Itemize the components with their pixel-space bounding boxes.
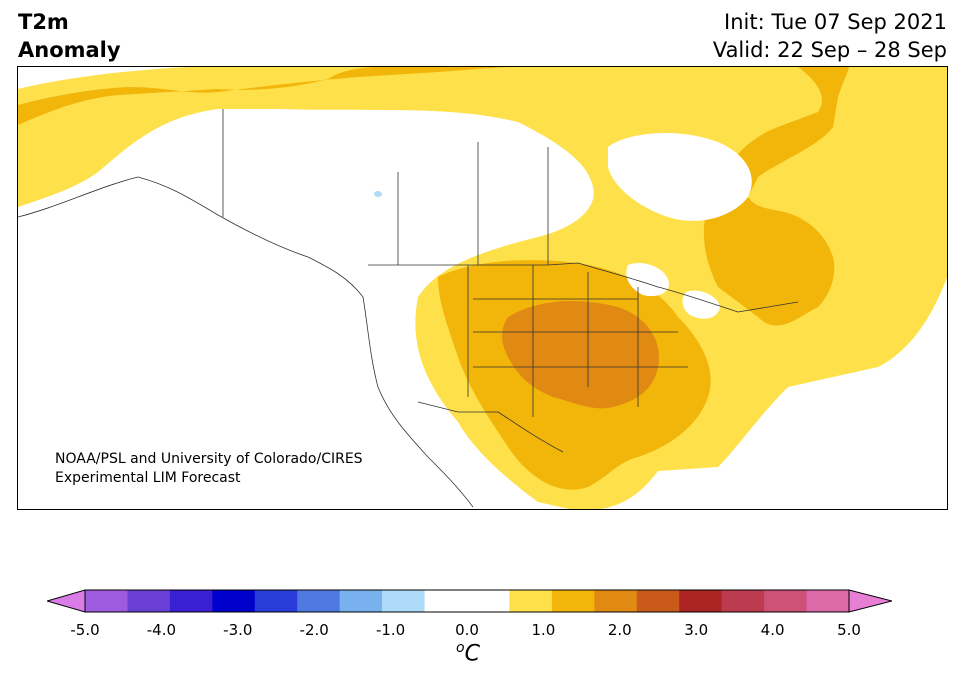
credit-line-1: NOAA/PSL and University of Colorado/CIRE… xyxy=(55,451,363,467)
forecast-period: Init: Tue 07 Sep 2021 Valid: 22 Sep – 28… xyxy=(713,8,947,64)
colorbar-tick-label: -2.0 xyxy=(299,621,329,639)
colorbar-segment xyxy=(764,590,808,612)
colorbar-tick-label: -4.0 xyxy=(146,621,177,639)
colorbar-segment xyxy=(509,590,553,612)
init-date: Init: Tue 07 Sep 2021 xyxy=(724,10,947,34)
credit-text: NOAA/PSL and University of Colorado/CIRE… xyxy=(55,450,363,488)
colorbar-segment xyxy=(424,590,468,612)
state-lines-1 xyxy=(467,265,688,417)
anomaly-region-cold xyxy=(374,191,382,197)
credit-line-2: Experimental LIM Forecast xyxy=(55,470,241,486)
anomaly-region-medium-north xyxy=(18,67,849,326)
colorbar-segment xyxy=(594,590,638,612)
valid-range: Valid: 22 Sep – 28 Sep xyxy=(712,38,947,62)
anomaly-shading xyxy=(18,67,947,509)
colorbar-tick-label: 5.0 xyxy=(837,621,861,639)
great-lakes xyxy=(626,262,720,319)
colorbar-tick-label: 0.0 xyxy=(455,621,479,639)
unit-label: oC xyxy=(456,640,480,666)
colorbar-segment xyxy=(382,590,426,612)
province-lines xyxy=(222,109,549,265)
boundaries xyxy=(18,109,799,508)
hudson-bay xyxy=(608,132,752,221)
colorbar-tick-label: 1.0 xyxy=(531,621,556,639)
colorbar-segment xyxy=(127,590,171,612)
title-line-2: Anomaly xyxy=(18,38,121,62)
colorbar-segment xyxy=(467,590,510,612)
colorbar-tick-label: -5.0 xyxy=(70,621,100,639)
colorbar xyxy=(45,589,893,617)
colorbar-tick-label: -3.0 xyxy=(223,621,253,639)
colorbar-tick-label: 2.0 xyxy=(607,621,632,639)
colorbar-tick-label: 3.0 xyxy=(684,621,709,639)
map-canvas xyxy=(18,67,947,509)
us-mexico-border xyxy=(417,401,564,453)
colorbar-segment xyxy=(254,590,298,612)
colorbar-segment xyxy=(212,590,256,612)
colorbar-segment xyxy=(679,590,723,612)
colorbar-segment xyxy=(339,590,383,612)
colorbar-arrow-high xyxy=(848,589,893,613)
colorbar-arrow-low xyxy=(45,589,86,613)
anomaly-region-strong xyxy=(502,301,659,409)
map-title: T2m Anomaly xyxy=(18,8,121,64)
unit-degree: o xyxy=(456,640,465,656)
colorbar-segment xyxy=(636,590,680,612)
colorbar-tick-label: 4.0 xyxy=(760,621,785,639)
colorbar-segment xyxy=(85,590,128,612)
title-line-1: T2m xyxy=(18,10,69,34)
anomaly-map: NOAA/PSL and University of Colorado/CIRE… xyxy=(17,66,948,510)
colorbar-segment xyxy=(551,590,595,612)
colorbar-segment xyxy=(721,590,765,612)
colorbar-graphic xyxy=(45,589,893,613)
colorbar-border xyxy=(84,589,850,613)
colorbar-segment xyxy=(169,590,213,612)
coastline-west xyxy=(18,176,474,508)
unit-celsius: C xyxy=(464,641,480,667)
colorbar-tick-label: -1.0 xyxy=(375,621,406,639)
colorbar-segment xyxy=(297,590,341,612)
colorbar-segment xyxy=(806,590,850,612)
